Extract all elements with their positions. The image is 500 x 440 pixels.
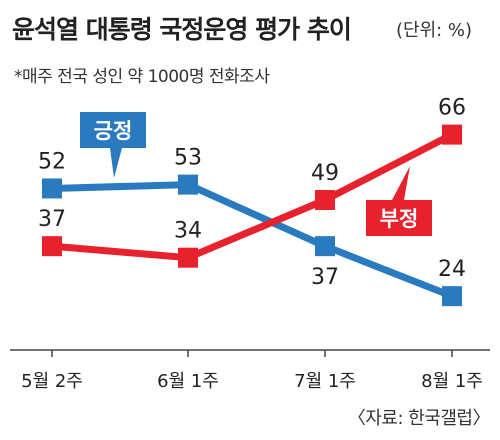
data-point [315,236,335,257]
data-point [442,286,462,307]
survey-note: *매주 전국 성인 약 1000명 전화조사 [14,67,270,87]
data-point [178,247,198,268]
data-point [42,178,62,199]
series-layer: 52 53 37 24 37 34 49 66 [38,96,466,307]
data-label: 66 [438,96,466,121]
data-label: 37 [38,207,66,232]
data-point [442,124,462,145]
series-line-0 [51,181,454,300]
data-label: 52 [38,149,66,174]
data-label: 34 [174,219,202,244]
data-label: 24 [438,257,466,282]
legend-pointer-negative [392,166,410,200]
data-point [178,174,198,195]
x-tick-label: 7월 1주 [294,371,356,392]
data-label: 37 [311,265,339,290]
legend-box-negative [366,200,432,236]
x-tick-label: 6월 1주 [157,371,219,392]
data-point [315,190,335,210]
series-line-1 [51,131,454,262]
unit-label: (단위: %) [396,20,473,41]
data-label: 49 [311,161,339,186]
legend-pointer-positive [110,148,122,178]
x-tick-label: 5월 2주 [21,371,83,392]
data-point [42,236,62,257]
chart-title: 윤석열 대통령 국정운영 평가 추이 [12,15,352,44]
legend-label-negative: 부정 [380,207,419,231]
source-label: 〈자료: 한국갤럽〉 [347,408,491,429]
x-tick-label: 8월 1주 [421,371,483,392]
legend-box-positive [80,112,146,148]
data-label: 53 [174,146,202,171]
x-axis-ticks: 5월 2주 6월 1주 7월 1주 8월 1주 [21,350,483,392]
legend-label-positive: 긍정 [94,119,133,143]
